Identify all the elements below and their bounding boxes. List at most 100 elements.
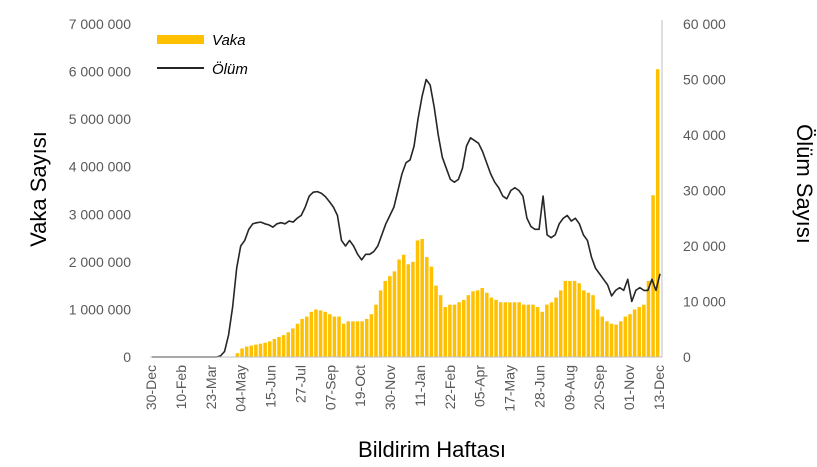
bar-vaka [554,297,558,357]
bar-vaka [586,292,591,357]
x-tick-label: 30-Nov [382,365,398,410]
bar-vaka [646,280,651,357]
bar-vaka [263,342,267,357]
bar-vaka [605,321,609,357]
x-axis-ticks: 30-Dec 10-Feb 23-Mar 04-May 15-Jun 27-Jul 07-S… [143,365,667,412]
bar-vaka [628,314,632,357]
bar-vaka [600,316,605,357]
bar-vaka [558,290,563,357]
bar-vaka [572,280,577,357]
bar-vaka [337,316,341,357]
y-tick-right: 30 000 [683,183,726,199]
bar-vaka [360,321,364,357]
bar-vaka [438,295,443,357]
bar-vaka [341,323,346,357]
bar-vaka [623,316,628,357]
x-tick-label: 17-May [502,365,518,412]
bar-vaka [503,302,508,357]
bar-vaka [429,266,434,357]
legend: Vaka Ölüm [157,32,248,78]
bar-vaka [281,335,286,357]
bar-vaka [397,259,401,357]
y-tick-right: 20 000 [683,238,726,254]
bar-vaka [494,299,498,357]
y-tick-left: 3 000 000 [69,206,131,222]
bar-vaka [300,318,304,357]
bar-vaka [434,285,438,357]
bar-vaka [244,346,249,357]
x-tick-label: 28-Jun [531,365,547,408]
bar-vaka [522,304,526,357]
bar-vaka [466,295,471,357]
bar-vaka [471,291,475,357]
bar-vaka [258,343,263,357]
y-tick-right: 60 000 [683,16,726,32]
bar-vaka [249,345,254,357]
x-tick-label: 10-Feb [173,365,189,410]
bar-vaka [535,307,540,357]
x-tick-label: 19-Oct [352,365,368,407]
x-tick-label: 13-Dec [651,365,667,410]
bar-vaka [512,302,517,357]
x-tick-label: 09-Aug [561,365,577,410]
x-tick-label: 04-May [233,365,249,412]
bar-vaka [618,321,623,357]
bar-vaka [392,271,397,357]
bar-vaka [323,311,327,357]
bar-vaka [448,304,452,357]
right-axis-ticks: 0 10 000 20 000 30 000 40 000 50 000 60 000 [683,16,726,365]
legend-label-vaka: Vaka [212,32,246,49]
bar-vaka [461,299,466,357]
bar-vaka [277,337,281,357]
x-tick-label: 23-Mar [203,365,219,410]
bar-vaka [383,280,387,357]
bar-vaka [309,311,314,357]
x-tick-label: 27-Jul [292,365,308,403]
bar-vaka [420,239,424,357]
x-tick-label: 30-Dec [143,365,159,410]
bar-vaka [425,257,429,357]
bar-vaka [582,290,586,357]
legend-swatch-vaka [157,35,204,44]
x-tick-label: 20-Sep [591,365,607,410]
legend-label-olum: Ölüm [212,60,248,78]
bar-vaka [531,304,535,357]
y-tick-left: 7 000 000 [69,16,131,32]
bar-vaka [563,280,568,357]
bar-vaka [591,295,595,357]
bar-vaka [235,353,240,357]
bar-vaka [609,323,614,357]
bar-vaka [364,318,369,357]
bar-vaka [577,283,581,357]
bar-vaka [304,316,309,357]
bar-vaka [351,321,355,357]
axes [150,20,663,358]
bar-vaka [314,309,318,357]
y-tick-right: 40 000 [683,127,726,143]
bar-vaka [401,254,406,357]
bar-vaka [328,314,332,357]
bar-vaka [485,292,489,357]
bar-vaka [655,69,660,357]
x-tick-label: 15-Jun [263,365,279,408]
bar-vaka [332,316,337,357]
y-tick-right: 10 000 [683,294,726,310]
bar-vaka [346,321,351,357]
bar-vaka [411,261,415,357]
bar-vaka [291,328,295,357]
y-axis-title-right: Ölüm Sayısı [792,124,817,244]
bar-vaka [632,309,637,357]
bar-vaka [642,304,646,357]
y-axis-title-left: Vaka Sayısı [26,131,51,247]
bar-vaka [254,344,258,357]
bar-vaka [614,324,618,357]
bar-vaka [568,280,572,357]
bar-vaka [480,288,484,357]
plot-area [152,69,661,358]
y-tick-right: 50 000 [683,72,726,88]
bar-vaka [475,290,480,357]
x-tick-label: 11-Jan [412,365,428,407]
bar-vaka [549,302,554,357]
y-tick-left: 2 000 000 [69,254,131,270]
y-tick-left: 1 000 000 [69,301,131,317]
